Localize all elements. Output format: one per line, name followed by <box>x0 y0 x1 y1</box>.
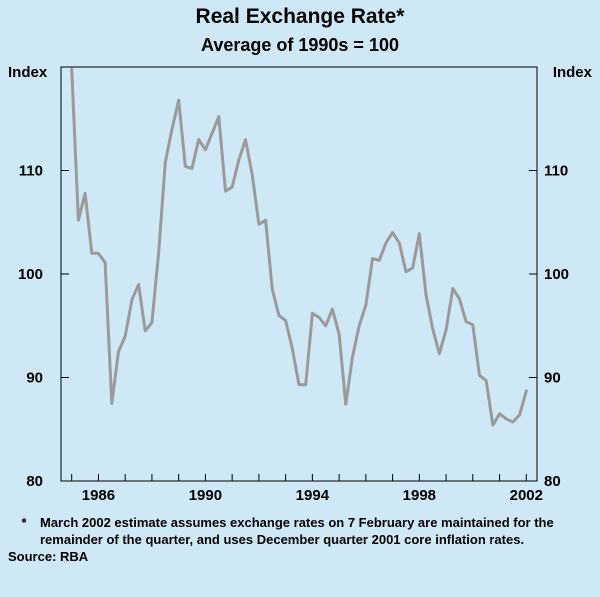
x-tick-label: 1986 <box>82 487 115 504</box>
chart-subtitle: Average of 1990s = 100 <box>201 35 399 55</box>
footnote-mark: * <box>21 515 27 530</box>
footnote: * March 2002 estimate assumes exchange r… <box>8 514 593 565</box>
y-axis-label-left: Index <box>8 64 48 81</box>
x-tick-label: 2002 <box>510 487 543 504</box>
y-tick-label-left: 100 <box>18 266 43 283</box>
y-tick-label-right: 90 <box>544 370 561 387</box>
x-tick-label: 1998 <box>403 487 436 504</box>
y-tick-label-left: 110 <box>19 163 43 180</box>
y-tick-label-right: 110 <box>544 163 568 180</box>
chart-title: Real Exchange Rate* <box>195 5 405 28</box>
footnote-text: March 2002 estimate assumes exchange rat… <box>40 515 554 547</box>
y-tick-label-left: 80 <box>26 473 43 490</box>
series-line-real-exchange-rate <box>70 67 528 427</box>
plot-frame <box>60 66 538 482</box>
x-tick-label: 1994 <box>296 487 330 504</box>
y-tick-label-right: 100 <box>544 266 569 283</box>
source-note: Source: RBA <box>8 549 89 564</box>
y-tick-label-left: 90 <box>26 370 43 387</box>
x-tick-label: 1990 <box>189 487 222 504</box>
y-tick-label-right: 80 <box>544 473 561 490</box>
y-axis-label-right: Index <box>553 64 593 81</box>
